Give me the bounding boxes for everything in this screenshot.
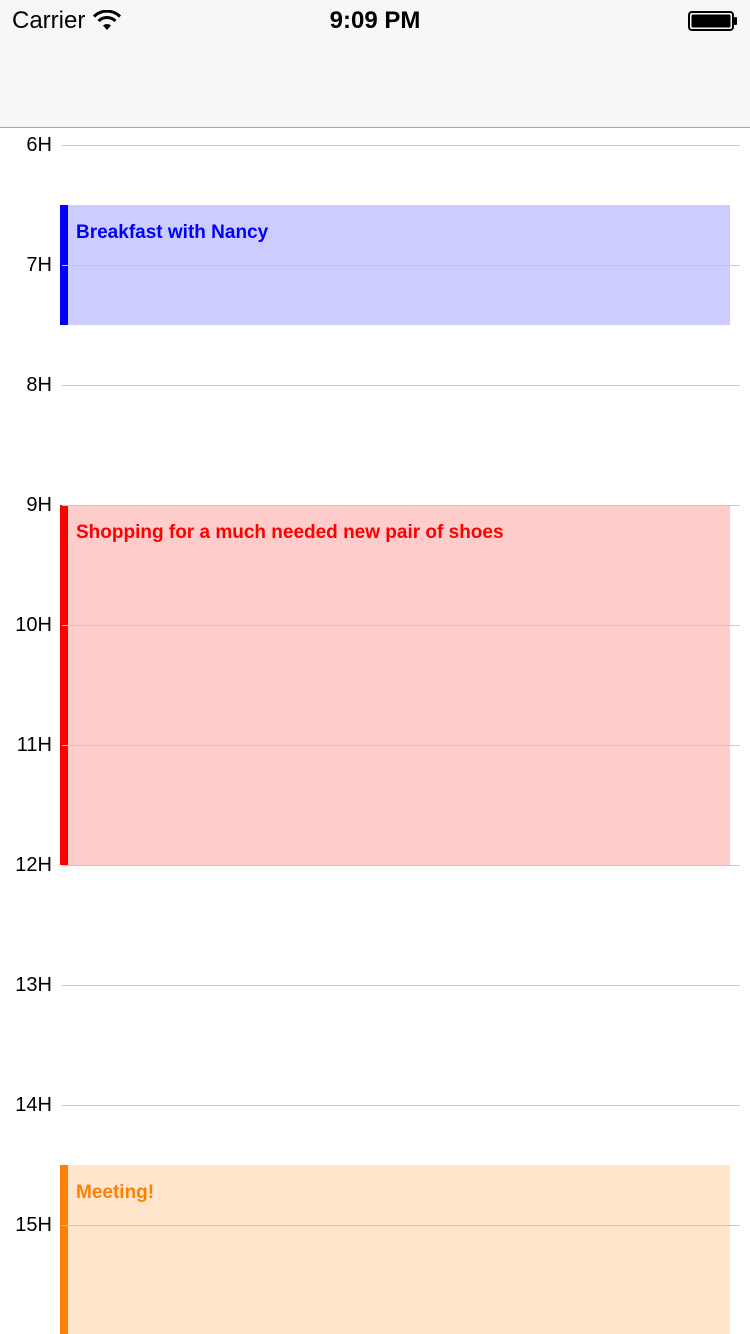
hour-label: 6H bbox=[26, 134, 52, 156]
hour-divider bbox=[62, 1225, 740, 1226]
hour-row: 15H bbox=[0, 1213, 750, 1237]
event-color-bar bbox=[60, 1165, 68, 1334]
hour-row: 10H bbox=[0, 613, 750, 637]
event-block[interactable]: Meeting! bbox=[60, 1165, 730, 1334]
carrier-label: Carrier bbox=[12, 7, 86, 34]
event-block[interactable]: Shopping for a much needed new pair of s… bbox=[60, 505, 730, 865]
hour-divider bbox=[62, 1105, 740, 1106]
hour-divider bbox=[62, 865, 740, 866]
hour-row: 13H bbox=[0, 973, 750, 997]
hour-divider bbox=[62, 985, 740, 986]
hour-label: 10H bbox=[15, 614, 52, 636]
hour-label: 11H bbox=[16, 734, 52, 756]
hour-row: 14H bbox=[0, 1093, 750, 1117]
event-color-bar bbox=[60, 505, 68, 865]
wifi-icon bbox=[93, 10, 122, 30]
event-title: Shopping for a much needed new pair of s… bbox=[76, 522, 504, 543]
hour-divider bbox=[62, 505, 740, 506]
hour-label: 15H bbox=[15, 1214, 52, 1236]
hour-label: 12H bbox=[15, 854, 52, 876]
battery-full-icon bbox=[688, 11, 737, 31]
navigation-bar: Carrier 9:09 PM bbox=[0, 0, 750, 128]
hour-divider bbox=[62, 265, 740, 266]
hour-divider bbox=[62, 625, 740, 626]
hour-label: 9H bbox=[26, 494, 52, 516]
hour-row: 9H bbox=[0, 493, 750, 517]
event-title: Breakfast with Nancy bbox=[76, 222, 269, 243]
hour-divider bbox=[62, 145, 740, 146]
hour-row: 8H bbox=[0, 373, 750, 397]
event-title: Meeting! bbox=[76, 1182, 155, 1203]
hour-label: 7H bbox=[26, 254, 52, 276]
hour-label: 8H bbox=[26, 374, 52, 396]
hour-divider bbox=[62, 385, 740, 386]
hour-row: 12H bbox=[0, 853, 750, 877]
hour-row: 11H bbox=[0, 733, 750, 757]
hour-row: 6H bbox=[0, 133, 750, 157]
status-time: 9:09 PM bbox=[329, 7, 421, 34]
carrier-group: Carrier bbox=[12, 6, 122, 36]
hour-label: 13H bbox=[15, 974, 52, 996]
hour-divider bbox=[62, 745, 740, 746]
status-bar: Carrier 9:09 PM bbox=[0, 0, 750, 40]
hour-row: 7H bbox=[0, 253, 750, 277]
day-timeline[interactable]: Breakfast with Nancy Shopping for a much … bbox=[0, 128, 750, 1334]
hour-label: 14H bbox=[15, 1094, 52, 1116]
